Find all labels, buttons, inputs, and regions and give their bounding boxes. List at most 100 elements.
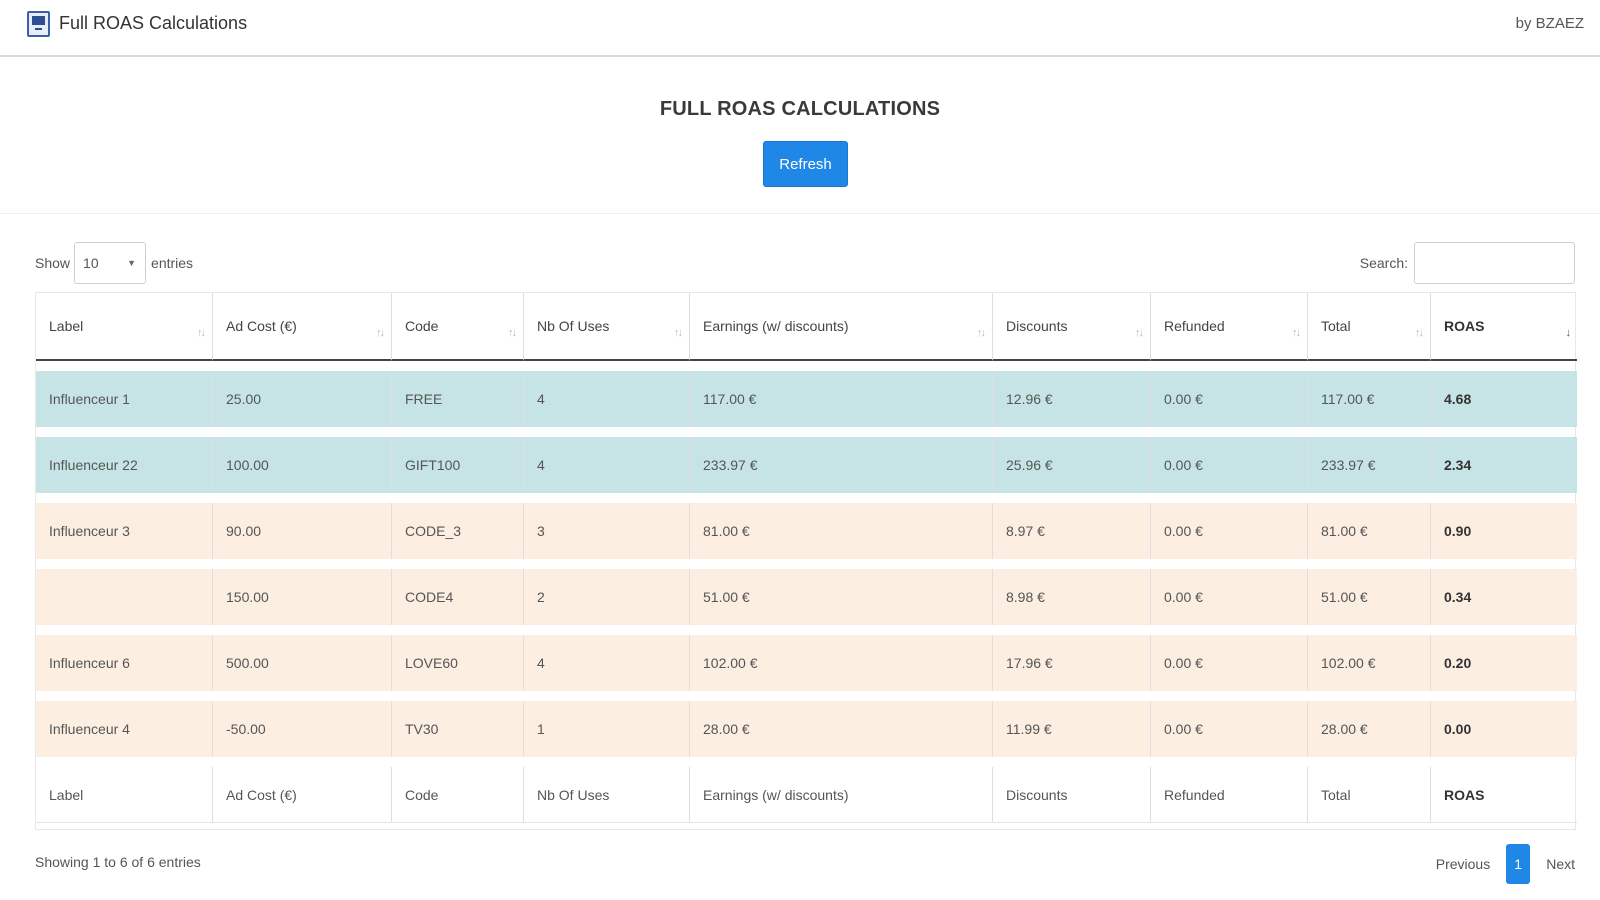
- table-cell: 0.00 €: [1151, 503, 1308, 559]
- column-header-label: ROAS: [1444, 318, 1485, 334]
- table-cell: 0.34: [1431, 569, 1577, 625]
- table-cell: 233.97 €: [1308, 437, 1431, 493]
- table-cell: 3: [524, 503, 690, 559]
- app-title: Full ROAS Calculations: [59, 13, 248, 33]
- table-cell: 102.00 €: [690, 635, 993, 691]
- sort-arrows-icon: ↑↓: [977, 327, 986, 339]
- table-cell: -50.00: [213, 701, 392, 757]
- sort-arrows-icon: ↑↓: [1135, 327, 1144, 339]
- table-cell: 117.00 €: [690, 371, 993, 427]
- table-cell: 102.00 €: [1308, 635, 1431, 691]
- column-header[interactable]: Label ↑↓: [36, 293, 213, 361]
- refresh-button[interactable]: Refresh: [763, 141, 848, 187]
- table-cell: 1: [524, 701, 690, 757]
- page-title: FULL ROAS CALCULATIONS: [659, 98, 941, 120]
- table-row: Influenceur 3 90.00 CODE_3 3 81.00 €8.97 €0.…: [36, 503, 1577, 559]
- table-cell: 81.00 €: [690, 503, 993, 559]
- table-cell: TV30: [392, 701, 524, 757]
- table-cell: CODE4: [392, 569, 524, 625]
- table-cell: 17.96 €: [993, 635, 1151, 691]
- sort-arrows-icon: ↑↓: [197, 327, 206, 339]
- table-cell: 28.00 €: [690, 701, 993, 757]
- column-header[interactable]: ROAS ↓: [1431, 293, 1577, 361]
- column-header[interactable]: Refunded ↑↓: [1151, 293, 1308, 361]
- table-cell: 12.96 €: [993, 371, 1151, 427]
- table-row: Influenceur 22 100.00 GIFT100 4 233.97 €25.9…: [36, 437, 1577, 493]
- table-cell: 100.00: [213, 437, 392, 493]
- table-cell: CODE_3: [392, 503, 524, 559]
- footer-column-label: Earnings (w/ discounts): [690, 767, 993, 823]
- footer-column-label: ROAS: [1431, 767, 1577, 823]
- column-header-label: Label: [49, 318, 84, 334]
- table-cell: Influenceur 4: [36, 701, 213, 757]
- table-cell: 233.97 €: [690, 437, 993, 493]
- roas-table-container: Label ↑↓ Ad Cost (€) ↑↓ Code ↑↓ Nb Of Uses ↑↓ Ea…: [35, 292, 1577, 830]
- table-cell: 500.00: [213, 635, 392, 691]
- column-header[interactable]: Earnings (w/ discounts) ↑↓: [690, 293, 993, 361]
- author-label: by BZAEZ: [1515, 15, 1584, 32]
- column-header-label: Total: [1321, 318, 1351, 334]
- table-cell: GIFT100: [392, 437, 524, 493]
- search-input[interactable]: [1414, 242, 1575, 284]
- table-cell: 28.00 €: [1308, 701, 1431, 757]
- column-header[interactable]: Code ↑↓: [392, 293, 524, 361]
- entries-label: entries: [151, 255, 194, 271]
- footer-column-label: Code: [392, 767, 524, 823]
- table-cell: Influenceur 3: [36, 503, 213, 559]
- sort-arrows-icon: ↑↓: [376, 327, 385, 339]
- show-label: Show: [35, 255, 71, 271]
- table-cell: 81.00 €: [1308, 503, 1431, 559]
- pagination: Previous 1 Next: [1435, 844, 1575, 884]
- column-header[interactable]: Ad Cost (€) ↑↓: [213, 293, 392, 361]
- table-cell: 0.00 €: [1151, 569, 1308, 625]
- table-cell: 117.00 €: [1308, 371, 1431, 427]
- search-label: Search:: [1359, 255, 1408, 271]
- page-header: FULL ROAS CALCULATIONS Refresh: [0, 58, 1600, 214]
- table-cell: 25.00: [213, 371, 392, 427]
- table-cell: 0.00 €: [1151, 437, 1308, 493]
- sort-arrows-icon: ↑↓: [1292, 327, 1301, 339]
- table-row: Influenceur 4 -50.00 TV30 1 28.00 €11.99 €0.…: [36, 701, 1577, 757]
- column-header-label: Code: [405, 318, 439, 334]
- table-header-row: Label ↑↓ Ad Cost (€) ↑↓ Code ↑↓ Nb Of Uses ↑↓ Ea…: [36, 293, 1577, 361]
- sort-arrows-icon: ↓: [1565, 327, 1571, 339]
- table-row: 150.00 CODE4 2 51.00 €8.98 €0.00 €51.00 €0.…: [36, 569, 1577, 625]
- table-cell: Influenceur 22: [36, 437, 213, 493]
- entries-per-page-value: 10: [83, 255, 99, 271]
- chevron-down-icon: ▼: [127, 258, 137, 268]
- entries-per-page-select[interactable]: 10 ▼: [74, 242, 147, 284]
- footer-column-label: Discounts: [993, 767, 1151, 823]
- next-page-button[interactable]: Next: [1546, 856, 1575, 872]
- table-cell: 0.20: [1431, 635, 1577, 691]
- search-control: Search:: [1360, 242, 1575, 284]
- table-cell: 51.00 €: [690, 569, 993, 625]
- table-cell: 0.00 €: [1151, 371, 1308, 427]
- footer-column-label: Nb Of Uses: [524, 767, 690, 823]
- page-1-button[interactable]: 1: [1506, 844, 1531, 884]
- table-cell: 150.00: [213, 569, 392, 625]
- column-header[interactable]: Nb Of Uses ↑↓: [524, 293, 690, 361]
- column-header-label: Discounts: [1006, 318, 1068, 334]
- table-cell: 2.34: [1431, 437, 1577, 493]
- table-body: Influenceur 1 25.00 FREE 4 117.00 €12.96 €0.…: [36, 371, 1577, 757]
- column-header[interactable]: Discounts ↑↓: [993, 293, 1151, 361]
- column-header[interactable]: Total ↑↓: [1308, 293, 1431, 361]
- table-cell: 25.96 €: [993, 437, 1151, 493]
- table-row: Influenceur 6 500.00 LOVE60 4 102.00 €17.96 …: [36, 635, 1577, 691]
- table-cell: 8.98 €: [993, 569, 1151, 625]
- table-cell: 2: [524, 569, 690, 625]
- table-cell: LOVE60: [392, 635, 524, 691]
- table-footer-row: Label Ad Cost (€) Code Nb Of Uses Earnings (…: [36, 767, 1577, 823]
- column-header-label: Refunded: [1164, 318, 1225, 334]
- roas-table: Label ↑↓ Ad Cost (€) ↑↓ Code ↑↓ Nb Of Uses ↑↓ Ea…: [36, 283, 1577, 833]
- table-cell: 0.90: [1431, 503, 1577, 559]
- table-cell: 51.00 €: [1308, 569, 1431, 625]
- sort-arrows-icon: ↑↓: [1415, 327, 1424, 339]
- column-header-label: Earnings (w/ discounts): [703, 318, 849, 334]
- table-cell: 8.97 €: [993, 503, 1151, 559]
- table-cell: 0.00: [1431, 701, 1577, 757]
- table-cell: 4: [524, 635, 690, 691]
- previous-page-button[interactable]: Previous: [1435, 856, 1491, 872]
- table-cell: 0.00 €: [1151, 701, 1308, 757]
- column-header-label: Nb Of Uses: [537, 318, 610, 334]
